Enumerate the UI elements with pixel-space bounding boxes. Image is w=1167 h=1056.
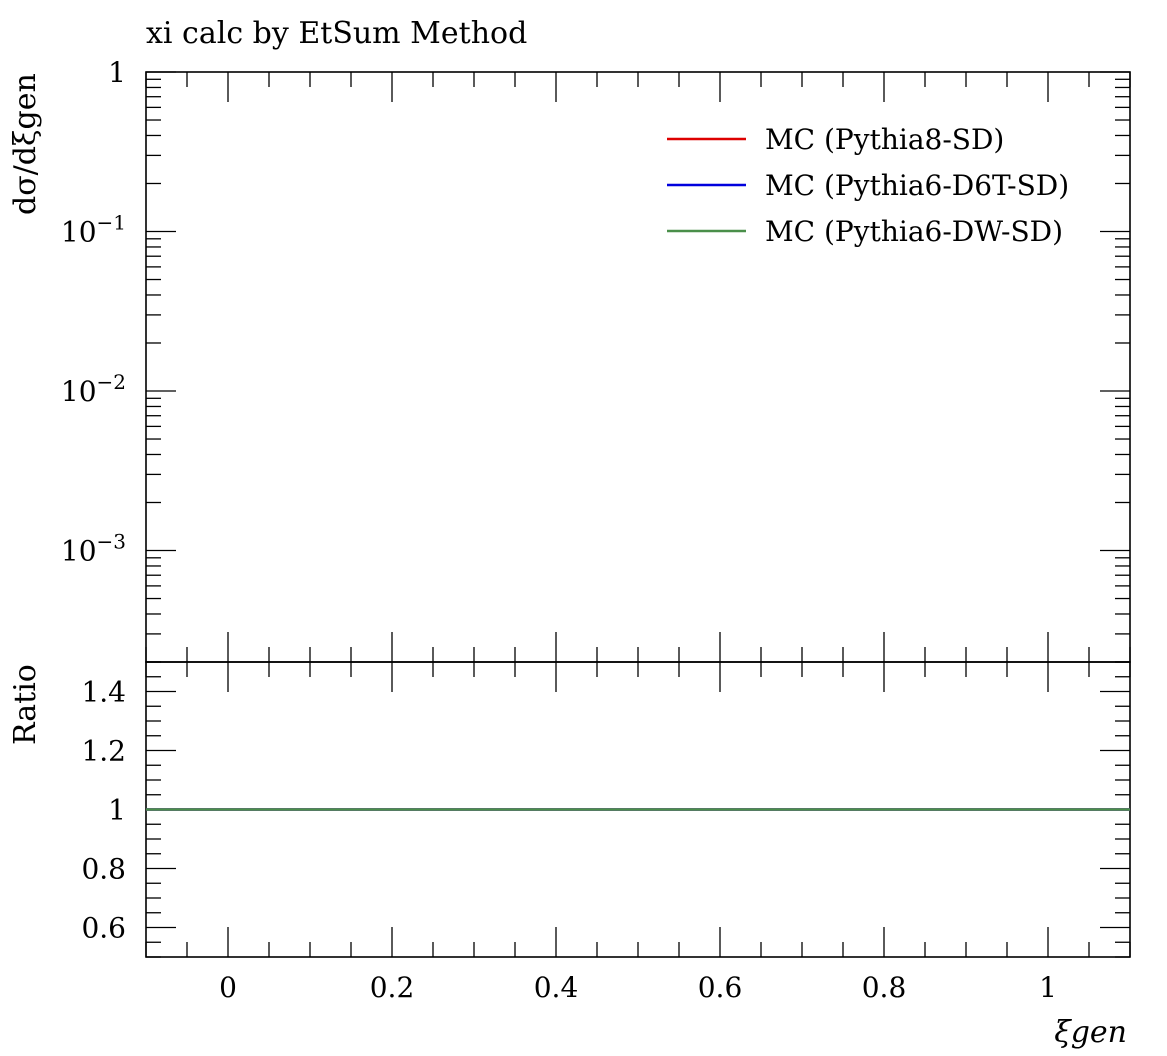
ratio-y-tick-label: 0.6 xyxy=(81,912,126,945)
legend-label-1: MC (Pythia8-SD) xyxy=(765,123,1004,156)
ratio-panel-ticks xyxy=(145,661,1131,958)
main-y-tick-label: 1 xyxy=(108,56,126,89)
main-y-tick-label: 10−2 xyxy=(61,370,126,408)
main-y-tick-label: 10−1 xyxy=(61,211,126,249)
legend-label-2: MC (Pythia6-D6T-SD) xyxy=(765,169,1069,202)
ratio-y-tick-labels: 0.6 0.8 1 1.2 1.4 xyxy=(81,676,126,945)
main-y-tick-labels: 1 10−1 10−2 10−3 xyxy=(61,56,126,568)
x-axis-label: ξgen xyxy=(1054,1015,1127,1050)
x-tick-label: 1 xyxy=(1039,971,1057,1004)
ratio-y-tick-label: 1.4 xyxy=(81,676,126,709)
ratio-y-tick-label: 1 xyxy=(108,794,126,827)
legend: MC (Pythia8-SD) MC (Pythia6-D6T-SD) MC (Py… xyxy=(667,123,1069,248)
chart-title: xi calc by EtSum Method xyxy=(146,16,527,51)
x-tick-label: 0.8 xyxy=(862,971,907,1004)
x-tick-label: 0.4 xyxy=(534,971,579,1004)
legend-label-3: MC (Pythia6-DW-SD) xyxy=(765,215,1063,248)
x-tick-label: 0.2 xyxy=(370,971,415,1004)
main-panel-ticks xyxy=(145,71,1131,663)
ratio-y-axis-label: Ratio xyxy=(8,664,43,745)
ratio-panel: 0.6 0.8 1 1.2 1.4 Ratio xyxy=(8,661,1131,958)
main-y-tick-label: 10−3 xyxy=(61,530,126,568)
x-tick-label: 0 xyxy=(219,971,237,1004)
ratio-y-tick-label: 1.2 xyxy=(81,735,126,768)
x-tick-label: 0.6 xyxy=(698,971,743,1004)
main-panel: 110−110−210−3 dσ/dξgen MC (Pythia8-SD)MC… xyxy=(8,56,1131,663)
main-y-axis-label: dσ/dξgen xyxy=(8,73,43,215)
x-tick-labels: 0 0.2 0.4 0.6 0.8 1 xyxy=(219,971,1057,1004)
main-panel-frame xyxy=(145,71,1131,663)
ratio-y-tick-label: 0.8 xyxy=(81,853,126,886)
